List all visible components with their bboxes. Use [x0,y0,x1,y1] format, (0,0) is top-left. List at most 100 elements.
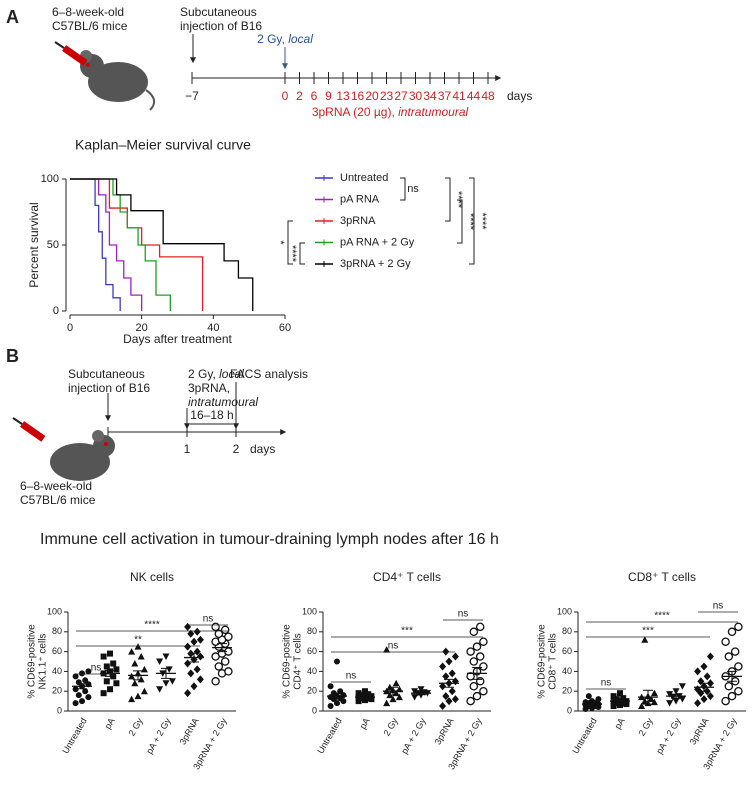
point [214,662,224,671]
point [75,679,82,686]
x-tick-label: Untreated [60,716,88,755]
point [610,703,617,710]
point [420,689,428,696]
error-bar [699,682,709,692]
day-label: 37 [438,89,452,103]
significance-bracket [299,242,305,265]
point [451,652,459,661]
point [730,647,740,656]
point [79,698,85,705]
point [327,683,334,690]
chart-title: CD4⁺ T cells [373,570,441,584]
x-tick-label: pA [613,716,627,731]
point [479,686,488,696]
day-label: 0 [282,89,289,103]
interval: 16–18 h [190,408,233,422]
significance-label: ns [601,678,612,689]
point [100,653,107,660]
error-bar [360,695,370,699]
point [193,647,201,656]
significance-label: **** [476,212,488,230]
point [694,699,702,708]
point [72,686,79,693]
point [383,699,391,707]
point [479,637,488,646]
point [162,653,170,661]
point [224,632,233,642]
point [184,659,192,668]
significance-label: ns [91,663,102,674]
point [355,698,362,705]
significance-label: ns [388,641,399,652]
mice-text: 6–8-week-old [20,479,92,493]
point [620,695,627,702]
significance-label: ns [346,671,357,682]
point [411,694,419,701]
survival-curve [70,178,204,311]
point [75,692,82,699]
point [617,702,623,709]
point [479,662,488,671]
point [469,682,479,691]
x-tick-label: Untreated [570,716,598,755]
significance-label: ns [458,609,469,620]
point [392,679,400,687]
point [610,699,617,706]
y-tick-label: 50 [47,239,59,251]
point [365,691,372,698]
point [638,702,646,710]
point [128,695,136,703]
day-label: 2 [233,442,240,456]
y-axis-label: % CD69-positive [282,624,293,699]
point [439,682,447,691]
point [184,622,192,631]
point [595,696,602,703]
radiation-text: 2 Gy, local [188,367,244,381]
point [131,679,139,687]
panel-label: A [6,7,19,27]
point [103,663,110,670]
point [103,678,110,685]
point [358,692,365,699]
point [585,693,592,700]
radiation-text: 2 Gy, local [257,32,313,46]
error-bar [444,678,454,688]
point [100,690,107,697]
legend-label: 3pRNA + 2 Gy [340,258,411,270]
point [110,660,117,667]
day-label: 44 [467,89,481,103]
day-label: 23 [380,89,394,103]
y-tick-label: 0 [567,705,572,715]
x-tick-label: pA [103,716,117,731]
x-tick-label: 3pRNA [688,716,711,746]
point [214,629,224,639]
error-bar [332,692,342,700]
error-bar [671,693,681,699]
y-tick-label: 0 [57,705,62,715]
point [700,695,708,704]
treatment-text: 3pRNA (20 µg), intratumoural [312,105,469,119]
day-label: 27 [394,89,408,103]
y-axis-label: NK1.1⁺ cells [38,634,49,690]
point [466,696,475,706]
error-bar [472,666,482,680]
y-tick-label: 20 [562,686,572,696]
significance-label: **** [144,620,160,631]
significance-label: ns [713,601,724,612]
point [79,670,85,677]
radiation-site: local [219,367,244,381]
point [187,629,195,638]
significance-label: ns [407,183,419,195]
point [666,700,674,707]
point [445,697,453,706]
point [678,683,686,690]
point [140,687,148,695]
point [620,700,627,707]
y-tick-label: 100 [302,606,317,616]
point [368,693,375,700]
y-tick-label: 80 [307,626,317,636]
point [85,694,92,701]
y-tick-label: 60 [52,646,62,656]
point [168,678,176,685]
legend-label: pA RNA + 2 Gy [340,236,415,248]
